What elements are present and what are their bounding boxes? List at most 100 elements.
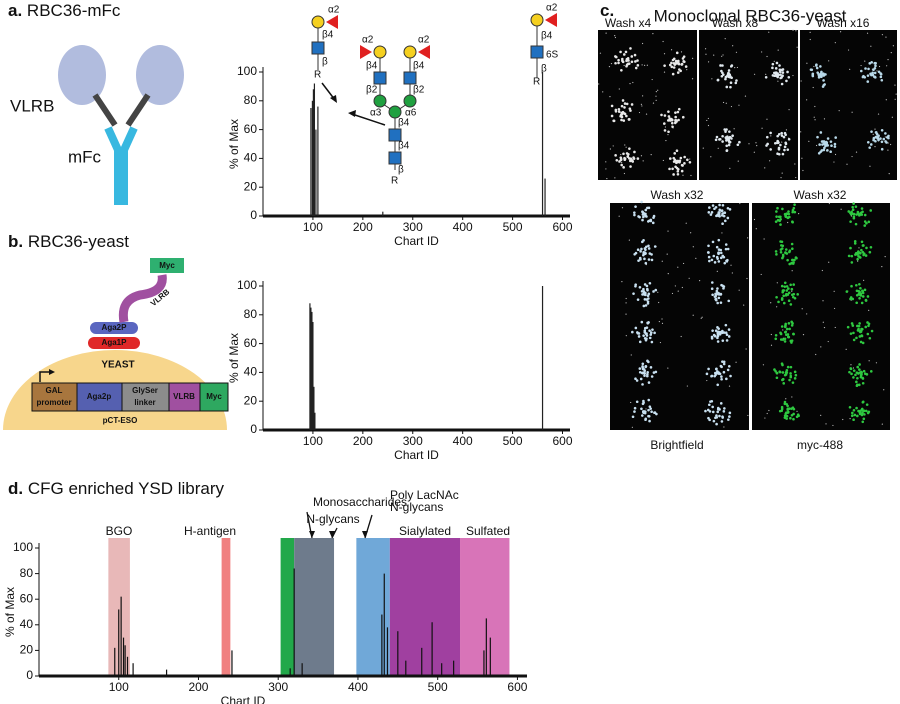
cell-dot bbox=[787, 137, 791, 141]
cell-dot bbox=[853, 413, 857, 417]
cell-dot bbox=[617, 110, 621, 113]
cell-dot bbox=[637, 332, 641, 335]
cell-dot bbox=[785, 333, 788, 337]
speck bbox=[876, 70, 878, 72]
speck bbox=[796, 410, 798, 412]
diagram-label: Aga2p bbox=[87, 392, 112, 401]
y-axis-label: % of Max bbox=[3, 587, 17, 637]
speck bbox=[677, 290, 679, 292]
cell-dot bbox=[819, 131, 823, 134]
speck bbox=[621, 281, 623, 283]
cell-dot bbox=[787, 410, 790, 414]
cell-dot bbox=[734, 81, 738, 85]
speck bbox=[765, 73, 767, 75]
speck bbox=[792, 29, 794, 31]
speck bbox=[875, 362, 878, 364]
cell-dot bbox=[716, 301, 719, 305]
cell-dot bbox=[735, 79, 738, 82]
cell-dot bbox=[871, 73, 875, 77]
cell-dot bbox=[646, 370, 649, 374]
speck bbox=[849, 68, 851, 70]
cell-dot bbox=[623, 158, 627, 162]
cell-dot bbox=[633, 150, 636, 154]
cell-dot bbox=[867, 322, 871, 326]
cell-dot bbox=[788, 378, 791, 382]
speck bbox=[887, 142, 889, 144]
cell-dot bbox=[855, 406, 858, 410]
cell-dot bbox=[625, 114, 628, 118]
speck bbox=[630, 354, 632, 356]
cell-dot bbox=[791, 247, 794, 251]
speck bbox=[625, 313, 627, 315]
cell-dot bbox=[787, 322, 791, 325]
speck bbox=[746, 277, 748, 280]
x-tick-label: 500 bbox=[503, 220, 523, 234]
cell-dot bbox=[859, 340, 863, 344]
speck bbox=[833, 307, 836, 310]
speck bbox=[701, 316, 703, 318]
speck bbox=[869, 165, 871, 167]
cell-dot bbox=[723, 128, 726, 131]
cell-dot bbox=[777, 152, 781, 156]
cell-dot bbox=[719, 301, 723, 304]
cell-dot bbox=[880, 129, 884, 132]
image-label: Wash x32 bbox=[651, 188, 704, 202]
cell-dot bbox=[711, 405, 714, 409]
cell-dot bbox=[726, 368, 730, 372]
speck bbox=[707, 61, 710, 63]
cell-dot bbox=[860, 334, 864, 338]
y-tick-label: 60 bbox=[244, 336, 258, 350]
cell-dot bbox=[769, 148, 772, 151]
cell-dot bbox=[708, 410, 712, 413]
speck bbox=[664, 126, 667, 128]
cell-dot bbox=[780, 297, 784, 300]
cell-dot bbox=[789, 365, 793, 369]
cell-dot bbox=[848, 370, 851, 374]
cell-dot bbox=[783, 414, 787, 417]
cell-dot bbox=[877, 70, 881, 74]
cell-dot bbox=[855, 301, 858, 305]
cell-dot bbox=[781, 152, 785, 156]
cell-dot bbox=[633, 211, 636, 214]
cell-dot bbox=[636, 64, 640, 67]
cell-dot bbox=[851, 208, 855, 212]
cell-dot bbox=[778, 64, 781, 67]
cell-dot bbox=[785, 212, 788, 216]
cell-dot bbox=[856, 253, 859, 256]
cell-dot bbox=[718, 414, 721, 418]
linkage: β4 bbox=[541, 31, 553, 42]
speck bbox=[621, 207, 624, 209]
cell-dot bbox=[641, 414, 644, 417]
cell-dot bbox=[647, 414, 650, 418]
cell-dot bbox=[781, 371, 785, 374]
speck bbox=[881, 423, 883, 425]
cell-dot bbox=[633, 252, 636, 256]
cell-dot bbox=[775, 295, 778, 299]
speck bbox=[651, 78, 653, 81]
cell-dot bbox=[637, 259, 640, 262]
speck bbox=[770, 333, 772, 336]
cell-dot bbox=[635, 400, 639, 404]
speck bbox=[874, 145, 876, 148]
cell-dot bbox=[861, 377, 865, 380]
cell-dot bbox=[779, 223, 782, 226]
speck bbox=[820, 346, 822, 348]
cell-dot bbox=[852, 408, 856, 412]
speck bbox=[802, 334, 805, 336]
cell-dot bbox=[649, 333, 653, 336]
speck bbox=[640, 155, 643, 157]
diagram-label: YEAST bbox=[101, 360, 134, 371]
linkage: β4 bbox=[366, 61, 378, 72]
category-region bbox=[280, 538, 295, 676]
arrowhead bbox=[49, 369, 55, 375]
cell-dot bbox=[716, 383, 720, 387]
cell-dot bbox=[717, 248, 721, 251]
cell-dot bbox=[849, 246, 852, 250]
x-tick-label: 100 bbox=[303, 434, 323, 448]
linkage: R bbox=[391, 176, 398, 187]
cell-dot bbox=[862, 244, 865, 247]
galactose bbox=[530, 13, 544, 27]
cell-dot bbox=[663, 114, 667, 117]
cell-dot bbox=[622, 166, 625, 169]
